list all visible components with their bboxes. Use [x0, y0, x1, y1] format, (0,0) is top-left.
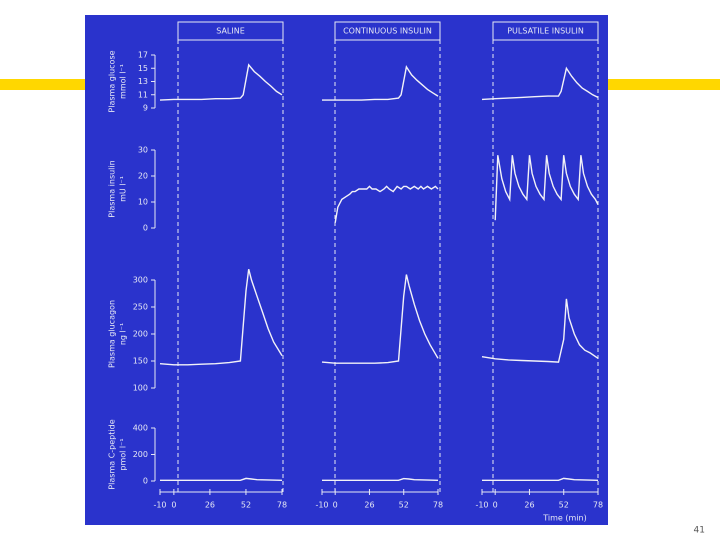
y-axis-label: pmol l⁻¹ [119, 438, 128, 470]
y-axis-label: Plasma glucagon [108, 300, 117, 368]
data-line [322, 65, 439, 101]
data-line [321, 274, 439, 364]
data-line [334, 185, 439, 223]
data-line [482, 477, 599, 481]
panel-title: CONTINUOUS INSULIN [343, 27, 432, 36]
y-tick-label: 250 [133, 303, 148, 312]
x-tick-label: 52 [241, 501, 251, 510]
x-tick-label: -10 [153, 501, 166, 510]
x-tick-label: 52 [399, 501, 409, 510]
x-tick-label: 78 [593, 501, 603, 510]
y-axis-label: Plasma insulin [108, 160, 117, 217]
y-tick-label: 200 [133, 330, 148, 339]
x-tick-label: 26 [364, 501, 374, 510]
data-line [160, 477, 283, 481]
panel-title-box [177, 21, 284, 41]
data-line [159, 63, 283, 101]
data-line [322, 477, 439, 481]
x-tick-label: 78 [433, 501, 443, 510]
x-tick-label: 52 [559, 501, 569, 510]
y-tick-label: 150 [133, 357, 148, 366]
y-axis-label: ng l⁻¹ [119, 323, 128, 345]
data-line [481, 66, 599, 101]
y-tick-label: 100 [133, 384, 148, 393]
y-axis-label: mmol l⁻¹ [119, 64, 128, 99]
panel-title-box [334, 21, 441, 41]
panel-title-box [492, 21, 599, 41]
y-tick-label: 30 [138, 146, 148, 155]
x-tick-label: -10 [315, 501, 328, 510]
y-tick-label: 15 [138, 64, 148, 73]
x-tick-label: 78 [277, 501, 287, 510]
y-tick-label: 0 [143, 224, 148, 233]
x-tick-label: 0 [171, 501, 176, 510]
panel-title: PULSATILE INSULIN [507, 27, 584, 36]
data-line [494, 155, 599, 221]
x-tick-label: 0 [493, 501, 498, 510]
figure-background [85, 15, 608, 525]
y-tick-label: 17 [138, 51, 148, 60]
y-tick-label: 11 [138, 90, 148, 99]
y-tick-label: 300 [133, 276, 148, 285]
x-tick-label: 0 [333, 501, 338, 510]
x-tick-label: -10 [475, 501, 488, 510]
y-axis-label: mU l⁻¹ [119, 176, 128, 202]
y-tick-label: 400 [133, 424, 148, 433]
y-tick-label: 0 [143, 477, 148, 486]
y-axis-label: Plasma glucose [108, 50, 117, 112]
panel-title: SALINE [216, 27, 245, 36]
x-tick-label: 26 [524, 501, 534, 510]
x-axis-label: Time (min) [542, 514, 586, 523]
x-tick-label: 26 [205, 501, 215, 510]
data-line [159, 269, 283, 366]
slide-number: 41 [694, 526, 705, 536]
y-tick-label: 9 [143, 104, 148, 113]
y-tick-label: 20 [138, 172, 148, 181]
y-axis-label: Plasma C-peptide [108, 419, 117, 489]
y-tick-label: 10 [138, 198, 148, 207]
y-tick-label: 13 [138, 77, 148, 86]
data-line [481, 298, 599, 363]
y-tick-label: 200 [133, 450, 148, 459]
